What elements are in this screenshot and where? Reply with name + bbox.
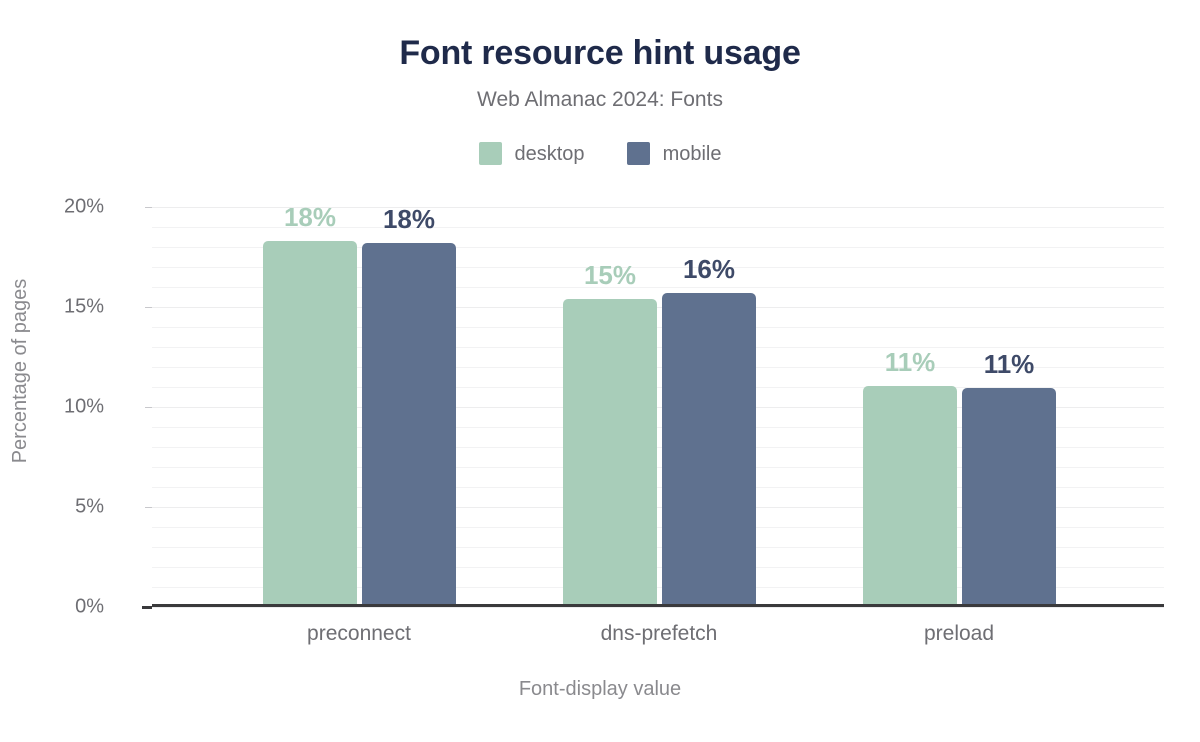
chart-title: Font resource hint usage xyxy=(399,34,801,72)
legend-label-desktop: desktop xyxy=(514,142,585,165)
y-tick-mark xyxy=(145,507,152,508)
gridline xyxy=(152,287,1164,288)
bar-label-preconnect-desktop: 18% xyxy=(283,202,337,232)
x-tick-label-dns-prefetch: dns-prefetch xyxy=(600,622,718,645)
gridline xyxy=(152,567,1164,568)
gridline xyxy=(152,467,1164,468)
bar-preconnect-mobile[interactable] xyxy=(362,243,456,607)
gridline xyxy=(152,347,1164,348)
gridline xyxy=(152,427,1164,428)
bar-label-dns-prefetch-mobile: 16% xyxy=(682,254,736,284)
y-tick-label: 20% xyxy=(63,195,104,218)
bar-preload-mobile[interactable] xyxy=(962,388,1056,607)
legend-item-desktop[interactable]: desktop xyxy=(478,142,585,165)
gridline xyxy=(152,507,1164,508)
gridline xyxy=(152,247,1164,248)
gridline xyxy=(152,367,1164,368)
chart-legend: desktop mobile xyxy=(0,142,1200,165)
bar-preload-desktop[interactable] xyxy=(863,386,957,607)
bar-label-dns-prefetch-desktop: 15% xyxy=(583,260,637,290)
gridline xyxy=(152,267,1164,268)
y-tick-mark xyxy=(145,307,152,308)
x-axis-title: Font-display value xyxy=(518,678,682,700)
gridline xyxy=(152,207,1164,208)
gridline xyxy=(152,607,1164,608)
gridline xyxy=(152,547,1164,548)
bar-group-dns-prefetch: 15% 16% xyxy=(452,197,782,607)
legend-label-mobile: mobile xyxy=(662,142,722,165)
y-tick-label: 15% xyxy=(63,295,104,318)
y-tick-label: 0% xyxy=(75,595,104,618)
y-axis-title: Percentage of pages xyxy=(9,278,31,464)
x-tick-label-preconnect: preconnect xyxy=(307,622,411,645)
gridline xyxy=(152,307,1164,308)
y-tick-mark xyxy=(145,407,152,408)
legend-swatch-mobile xyxy=(626,142,650,165)
gridline xyxy=(152,527,1164,528)
chart-subtitle: Web Almanac 2024: Fonts xyxy=(477,88,723,111)
bar-dns-prefetch-desktop[interactable] xyxy=(563,299,657,607)
bar-preconnect-desktop[interactable] xyxy=(263,241,357,607)
gridline xyxy=(152,447,1164,448)
gridline xyxy=(152,327,1164,328)
x-tick-label-preload: preload xyxy=(923,622,995,645)
bar-group-preload: 11% 11% xyxy=(752,197,1082,607)
gridline xyxy=(152,387,1164,388)
gridline xyxy=(152,227,1164,228)
y-tick-mark xyxy=(142,606,152,609)
gridline xyxy=(152,407,1164,408)
legend-item-mobile[interactable]: mobile xyxy=(626,142,722,165)
gridline xyxy=(152,487,1164,488)
bar-label-preload-desktop: 11% xyxy=(884,347,936,377)
gridline xyxy=(152,587,1164,588)
legend-swatch-desktop xyxy=(478,142,502,165)
x-axis-line xyxy=(152,604,1164,607)
bar-groups: 18% 18% 15% 16% 11% 11% xyxy=(152,197,1164,607)
bar-label-preload-mobile: 11% xyxy=(983,349,1035,379)
y-tick-mark xyxy=(145,207,152,208)
bar-label-preconnect-mobile: 18% xyxy=(382,204,436,234)
bar-dns-prefetch-mobile[interactable] xyxy=(662,293,756,607)
plot-area: 0% 5% 10% 15% 20% 18% 18% 15% 16% 11% xyxy=(64,196,1164,618)
gridlines: 0% 5% 10% 15% 20% xyxy=(64,196,1164,618)
y-tick-label: 5% xyxy=(75,495,104,518)
y-tick-label: 10% xyxy=(63,395,104,418)
bar-group-preconnect: 18% 18% xyxy=(152,197,482,607)
